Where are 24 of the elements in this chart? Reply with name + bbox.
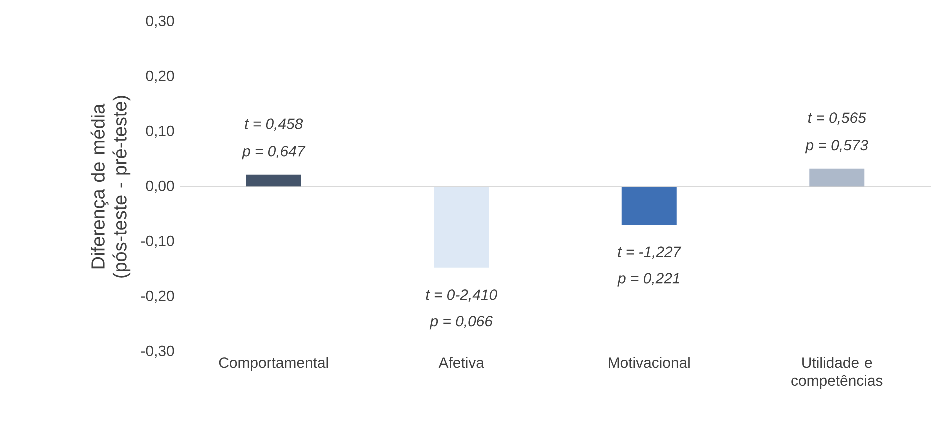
annotation: p = 0,573 bbox=[805, 140, 868, 154]
y-axis-title: Diferença de média (pós-teste - pré-teste) bbox=[90, 96, 131, 278]
annotation: t = 0-2,410 bbox=[426, 290, 498, 302]
annotation: t = -1,227 bbox=[618, 246, 682, 260]
annotation: t = 0,565 bbox=[808, 112, 866, 126]
annotation: p = 0,066 bbox=[430, 316, 493, 330]
x-tick-label: Comportamental bbox=[219, 357, 328, 372]
x-tick-label: Motivacional bbox=[609, 357, 690, 368]
y-tick-label: 0,30 bbox=[146, 16, 174, 28]
bar bbox=[434, 187, 490, 268]
y-tick-label: -0,10 bbox=[141, 236, 174, 248]
y-tick-label: 0,10 bbox=[146, 126, 174, 138]
bar bbox=[622, 187, 677, 225]
bar bbox=[810, 168, 865, 188]
y-tick-label: -0,30 bbox=[141, 346, 174, 358]
annotation: p = 0,221 bbox=[618, 273, 680, 287]
annotation: p = 0,647 bbox=[242, 146, 306, 160]
y-tick-label: 0,20 bbox=[146, 70, 174, 84]
annotation: t = 0,458 bbox=[245, 118, 304, 132]
y-tick-label: 0,00 bbox=[146, 180, 174, 194]
x-tick-label: Afetiva bbox=[438, 357, 484, 368]
y-tick-label: -0,20 bbox=[141, 290, 174, 304]
bar bbox=[246, 174, 302, 188]
x-tick-label: Utilidade e competências bbox=[792, 357, 883, 390]
